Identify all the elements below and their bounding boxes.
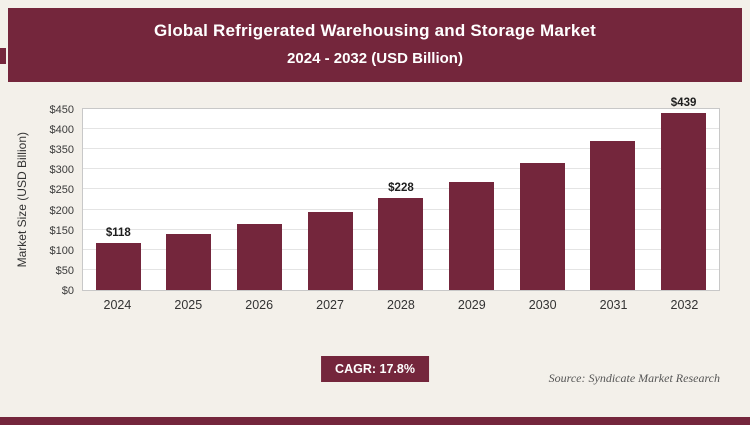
bar-slot: $228 [378,182,424,290]
x-tick-label: 2025 [174,298,203,312]
y-tick-label: $400 [49,124,74,137]
bar-slot [519,162,565,290]
bar-slot: $439 [661,97,707,290]
page: Global Refrigerated Warehousing and Stor… [0,8,750,425]
left-edge-accent [0,48,6,64]
bar-2030 [519,162,565,290]
x-tick-label: 2027 [316,298,344,312]
gridline [83,188,719,190]
y-axis-title-column: Market Size (USD Billion) [10,108,34,291]
page-subtitle: 2024 - 2032 (USD Billion) [287,50,463,67]
chart-header: Global Refrigerated Warehousing and Stor… [8,8,742,82]
y-tick-label: $300 [49,164,74,177]
y-tick-label: $50 [55,264,74,277]
cagr-badge: CAGR: 17.8% [321,356,429,382]
x-axis-ticks: 2024 2025 2026 2027 2028 2029 2030 2031 2032 [82,291,720,312]
bar-2028 [378,198,424,290]
y-tick-label: $450 [49,104,74,116]
gridline [83,168,719,170]
bar-value-label: $228 [388,182,414,195]
bar-2026 [237,224,283,290]
x-tick-label: 2026 [245,298,274,312]
y-tick-label: $100 [49,244,74,257]
bar-value-label: $439 [670,97,697,110]
gridline [83,148,719,150]
x-tick-label: 2030 [528,298,557,312]
page-title: Global Refrigerated Warehousing and Stor… [153,21,596,40]
bar-chart: Market Size (USD Billion) $0 $50 $100 $150 $… [10,97,720,312]
y-axis-ticks: $0 $50 $100 $150 $200 $250 $300 $350 $400 $450 [34,104,82,297]
bottom-accent-bar [0,417,750,425]
bar-slot [590,140,636,290]
x-tick-label: 2031 [599,298,628,312]
bar-2024 [95,242,141,290]
y-tick-label: $350 [49,144,74,157]
bar-slot: $118 [95,226,141,290]
footer-row: CAGR: 17.8% Source: Syndicate Market Res… [0,356,750,388]
bar-2032 [661,113,707,290]
x-tick-label: 2032 [670,298,699,312]
source-text: Source: Syndicate Market Research [548,371,720,385]
y-tick-label: $0 [61,285,74,297]
x-tick-label: 2024 [103,298,132,312]
gridline [83,128,719,130]
bar-slot [166,234,212,290]
bar-slot [449,182,495,290]
bar-slot [307,212,353,290]
plot-area: $118 $228 $439 [82,97,720,291]
y-tick-label: $200 [49,204,74,217]
bar-2027 [307,212,353,290]
bar-value-label: $118 [105,226,131,239]
y-tick-label: $150 [49,224,74,237]
bar-2025 [166,234,212,290]
x-tick-label: 2028 [387,298,415,312]
plot-column: $118 $228 $439 2024 2025 2026 2027 2028 2029 203… [82,97,720,312]
bar-2031 [590,140,636,290]
x-tick-label: 2029 [457,298,486,312]
bar-slot [237,224,283,290]
y-tick-label: $250 [49,184,74,197]
y-axis-title: Market Size (USD Billion) [15,131,29,268]
bars-row: $118 $228 $439 [83,97,719,290]
bar-2029 [449,182,495,290]
